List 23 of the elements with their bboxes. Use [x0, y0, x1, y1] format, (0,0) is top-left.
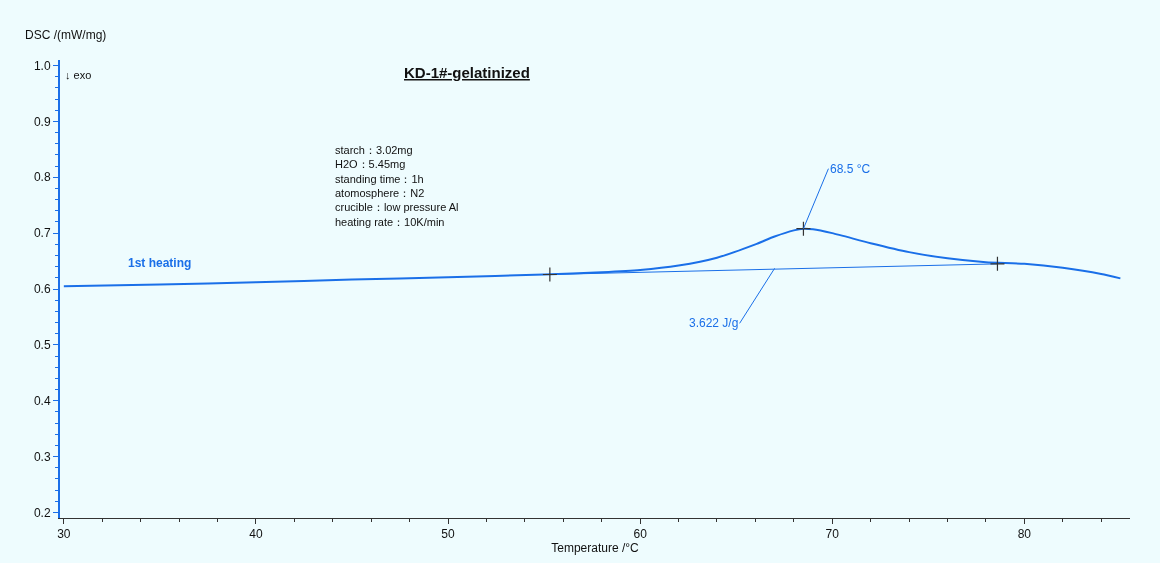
annotation: 3.622 J/g [689, 316, 739, 330]
y-tick-label: 0.7 [33, 226, 51, 241]
x-tick-label: 40 [249, 527, 263, 542]
x-tick-label: 60 [633, 527, 648, 542]
y-tick-label: 0.2 [33, 505, 51, 520]
x-tick-label: 50 [441, 527, 456, 542]
y-tick-label: 0.9 [33, 114, 51, 129]
x-tick-label: 30 [57, 527, 71, 542]
chart-title: KD-1#-gelatinized [404, 64, 530, 81]
series-label: 1st heating [128, 256, 192, 270]
y-tick-label: 0.5 [33, 338, 51, 353]
x-tick-label: 70 [825, 527, 840, 542]
x-axis-title: Temperature /°C [551, 541, 640, 556]
y-tick-label: 0.4 [33, 393, 51, 408]
annotation: starch：3.02mg H2O：5.45mg standing time：1h atomosphere：N2 crucible：low pressure Al heating rate：10K/min [335, 144, 459, 228]
y-tick-label: 0.3 [33, 449, 51, 464]
y-tick-label: 0.6 [33, 282, 51, 297]
y-tick-label: 0.8 [33, 170, 51, 185]
annotation: 68.5 °C [830, 162, 871, 176]
y-tick-label: 1.0 [33, 58, 51, 73]
y-axis-title: DSC /(mW/mg) [25, 28, 107, 42]
x-tick-label: 80 [1017, 527, 1032, 542]
annotation: ↓ exo [65, 69, 92, 81]
